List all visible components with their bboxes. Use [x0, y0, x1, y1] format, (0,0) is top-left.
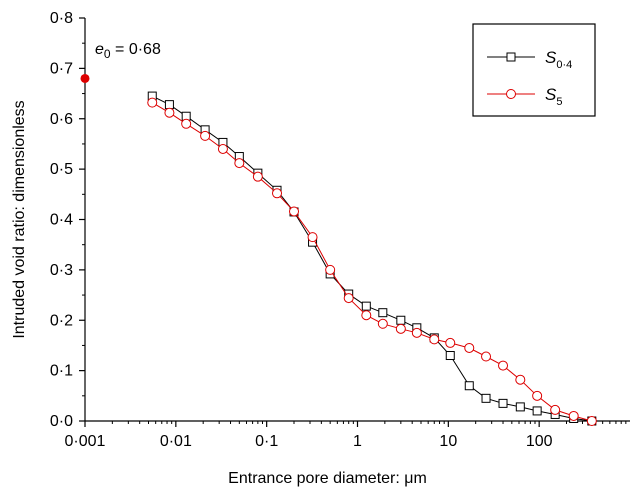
x-tick-label: 1 [353, 433, 362, 450]
annotation-subscript: 0 [104, 47, 111, 61]
y-tick-label: 0·6 [50, 111, 73, 128]
data-point [164, 100, 174, 110]
series-line [151, 95, 592, 422]
annotation-marker [80, 73, 90, 83]
legend-box [472, 23, 596, 117]
data-point [377, 318, 388, 329]
legend-marker [506, 52, 516, 62]
y-tick-label: 0·3 [50, 262, 73, 279]
y-tick-label: 0·2 [50, 312, 73, 329]
series-0 [147, 91, 597, 426]
annotation-symbol: e [95, 41, 104, 58]
plot-area: 0·0 0·1 0·2 0·3 0·4 0·5 0·6 0·7 0·8 0·001 0·01 0·1 1… [50, 10, 630, 450]
data-point [378, 308, 388, 318]
data-point [343, 293, 354, 304]
data-point [289, 206, 300, 217]
data-point [396, 315, 406, 325]
data-point [568, 410, 579, 421]
annotation-text: e0 = 0·68 [95, 41, 161, 61]
data-point [515, 374, 526, 385]
y-axis-title: Intruded void ratio: dimensionless [11, 100, 28, 338]
data-point [411, 327, 422, 338]
legend-entry-1: S5 [487, 85, 562, 108]
data-point [217, 143, 228, 154]
data-point [481, 351, 492, 362]
y-tick-label: 0·8 [50, 10, 73, 27]
data-point [200, 130, 211, 141]
data-point [147, 97, 158, 108]
data-point [445, 337, 456, 348]
data-point [234, 158, 245, 169]
x-tick-label: 10 [439, 433, 457, 450]
legend-marker [506, 89, 516, 99]
axis-ticks: 0·0 0·1 0·2 0·3 0·4 0·5 0·6 0·7 0·8 0·001 0·01 0·1 1… [50, 10, 627, 450]
data-point [550, 404, 561, 415]
legend-label: S5 [545, 85, 562, 108]
y-tick-label: 0·5 [50, 161, 73, 178]
legend-entry-0: S0·4 [487, 48, 572, 71]
y-tick-label: 0·1 [50, 363, 73, 380]
series-layer [147, 91, 597, 426]
data-point [464, 381, 474, 391]
data-point [252, 171, 263, 182]
y-tick-label: 0·4 [50, 212, 73, 229]
data-point [361, 310, 372, 321]
x-tick-label: 0·001 [65, 433, 106, 450]
data-point [164, 107, 175, 118]
x-tick-label: 0·1 [255, 433, 278, 450]
data-point [445, 351, 455, 361]
data-point [586, 416, 597, 426]
x-tick-label: 0·01 [160, 433, 192, 450]
legend: S0·4 S5 [472, 23, 596, 117]
data-point [532, 406, 542, 416]
initial-void-ratio-annotation: e0 = 0·68 [80, 41, 161, 83]
data-point [498, 360, 509, 371]
annotation-value: = 0·68 [111, 41, 161, 58]
series-1 [147, 97, 597, 426]
data-point [307, 232, 318, 243]
x-axis-title: Entrance pore diameter: μm [228, 470, 427, 487]
x-tick-label: 100 [526, 433, 553, 450]
data-point [515, 402, 525, 412]
data-point [532, 390, 543, 401]
data-point [429, 334, 440, 345]
data-point [481, 393, 491, 403]
data-point [395, 323, 406, 334]
data-point [464, 342, 475, 353]
y-tick-label: 0·7 [50, 60, 73, 77]
data-point [272, 188, 283, 199]
data-point [361, 301, 371, 311]
y-tick-label: 0·0 [50, 413, 73, 430]
data-point [498, 398, 508, 408]
data-point [181, 118, 192, 129]
legend-label: S0·4 [545, 48, 572, 71]
data-point [325, 264, 336, 275]
